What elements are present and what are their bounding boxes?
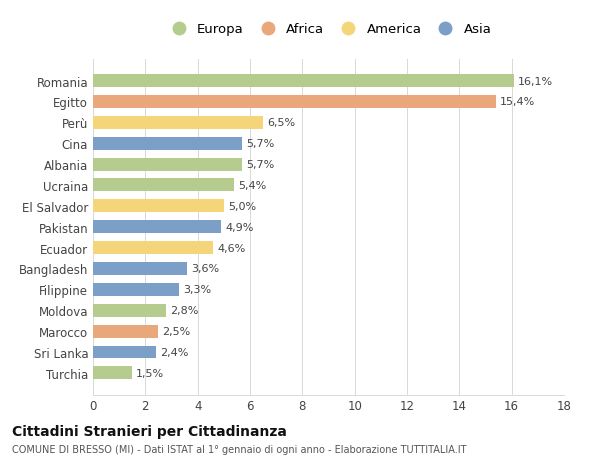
Bar [93,263,187,275]
Text: 16,1%: 16,1% [518,76,553,86]
Bar [93,221,221,234]
Text: 15,4%: 15,4% [500,97,535,107]
Bar [93,200,224,213]
Text: 5,0%: 5,0% [228,202,256,211]
Text: 4,9%: 4,9% [225,222,254,232]
Bar [93,346,156,358]
Bar [93,75,514,88]
Bar [93,241,214,254]
Text: 2,8%: 2,8% [170,306,199,315]
Bar [93,158,242,171]
Text: Cittadini Stranieri per Cittadinanza: Cittadini Stranieri per Cittadinanza [12,425,287,438]
Legend: Europa, Africa, America, Asia: Europa, Africa, America, Asia [161,19,496,40]
Text: 2,4%: 2,4% [160,347,188,357]
Bar [93,304,166,317]
Text: 5,7%: 5,7% [246,139,274,149]
Text: COMUNE DI BRESSO (MI) - Dati ISTAT al 1° gennaio di ogni anno - Elaborazione TUT: COMUNE DI BRESSO (MI) - Dati ISTAT al 1°… [12,444,467,454]
Text: 3,3%: 3,3% [183,285,211,295]
Text: 5,4%: 5,4% [238,180,266,190]
Text: 6,5%: 6,5% [267,118,295,128]
Bar [93,179,234,192]
Text: 4,6%: 4,6% [217,243,245,253]
Bar [93,117,263,129]
Text: 1,5%: 1,5% [136,368,164,378]
Bar [93,96,496,109]
Bar [93,137,242,151]
Text: 2,5%: 2,5% [163,326,191,336]
Bar [93,325,158,338]
Bar [93,283,179,296]
Bar [93,367,132,380]
Text: 5,7%: 5,7% [246,160,274,170]
Text: 3,6%: 3,6% [191,264,219,274]
